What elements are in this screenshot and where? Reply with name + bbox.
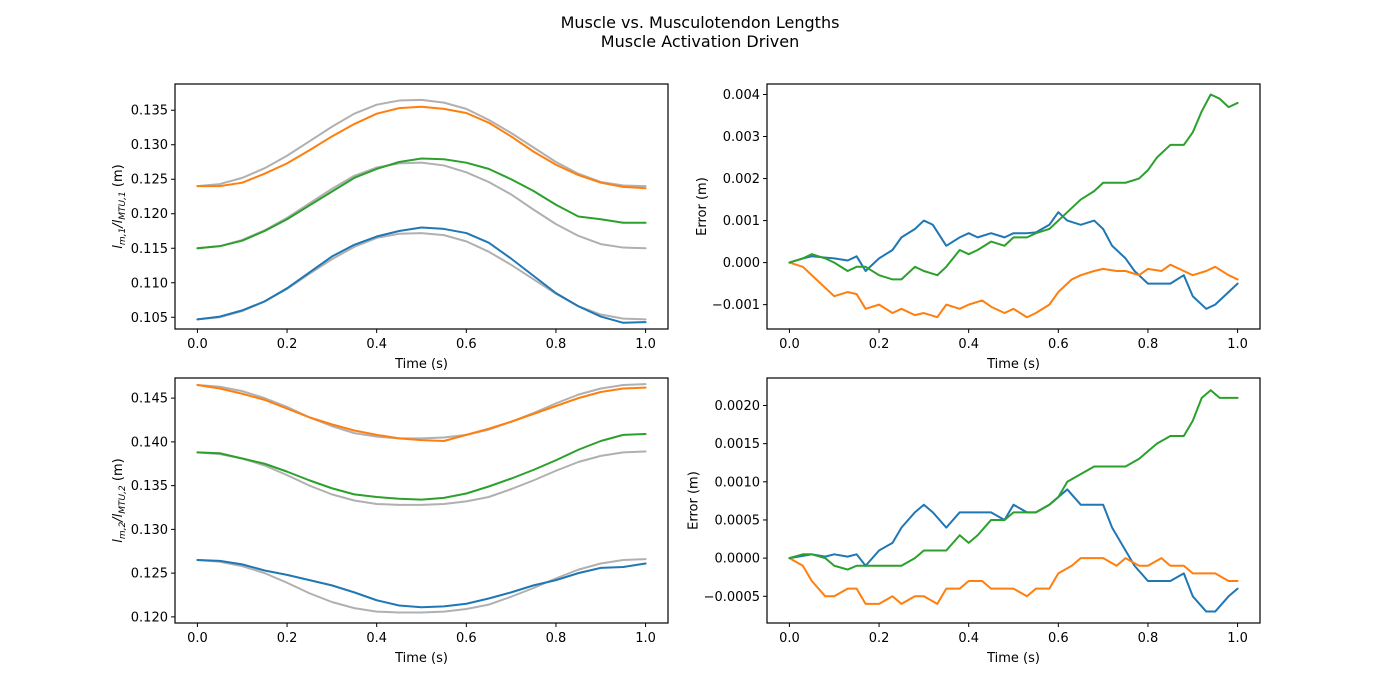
series-line-blue-3 bbox=[196, 559, 647, 609]
x-tick-label: 0.6 bbox=[1048, 337, 1069, 352]
y-axis-label-part: (m) bbox=[111, 164, 126, 191]
y-tick-label: 0.004 bbox=[723, 88, 760, 103]
x-tick-label: 1.0 bbox=[1227, 337, 1248, 352]
x-tick-label: 0.0 bbox=[187, 631, 208, 646]
series-line-gray-2 bbox=[196, 558, 647, 614]
y-tick-label: 0.120 bbox=[131, 610, 168, 625]
x-tick-label: 1.0 bbox=[1227, 631, 1248, 646]
figure-title: Muscle vs. Musculotendon Lengths bbox=[560, 13, 840, 32]
y-tick-label: −0.001 bbox=[712, 298, 760, 313]
series-line-green-2 bbox=[788, 389, 1239, 571]
y-tick-label: 0.001 bbox=[723, 214, 760, 229]
y-axis-label-part: m,2 bbox=[118, 521, 128, 539]
series-line-gray-0 bbox=[196, 383, 647, 440]
y-axis-label-part: (m) bbox=[111, 458, 126, 485]
y-axis-label-part: /l bbox=[111, 219, 126, 228]
subplot-top-right: 0.0 0.2 0.4 0.6 0.8 1.0 −0.001 0.000 0.001 0.002 0… bbox=[695, 83, 1261, 372]
x-tick-label: 0.2 bbox=[277, 337, 298, 352]
subplot-top-left: 0.0 0.2 0.4 0.6 0.8 1.0 0.105 0.110 0.115 0.120 0.… bbox=[111, 83, 669, 372]
series-line-orange-4 bbox=[196, 105, 647, 190]
x-tick-label: 0.2 bbox=[277, 631, 298, 646]
x-axis-label: Time (s) bbox=[394, 651, 448, 666]
x-tick-label: 0.4 bbox=[958, 631, 979, 646]
series-line-orange-1 bbox=[788, 261, 1239, 319]
y-axis-label-part: /l bbox=[111, 513, 126, 522]
x-tick-label: 0.4 bbox=[366, 631, 387, 646]
y-tick-label: 0.003 bbox=[723, 130, 760, 145]
x-tick-label: 0.2 bbox=[869, 631, 890, 646]
y-tick-label: −0.0005 bbox=[704, 590, 760, 605]
x-tick-label: 0.6 bbox=[1048, 631, 1069, 646]
x-axis-label: Time (s) bbox=[986, 651, 1040, 666]
y-tick-label: 0.000 bbox=[723, 256, 760, 271]
y-axis-label: Error (m) bbox=[695, 177, 710, 236]
x-axis-label: Time (s) bbox=[394, 357, 448, 372]
x-tick-label: 0.2 bbox=[869, 337, 890, 352]
series-line-orange-4 bbox=[196, 384, 647, 442]
y-axis-label: Error (m) bbox=[687, 471, 702, 530]
y-tick-label: 0.0000 bbox=[715, 552, 761, 567]
x-tick-label: 0.4 bbox=[366, 337, 387, 352]
x-tick-label: 0.0 bbox=[187, 337, 208, 352]
y-tick-label: 0.0015 bbox=[715, 437, 761, 452]
y-tick-label: 0.110 bbox=[131, 276, 168, 291]
subplot-bottom-left: 0.0 0.2 0.4 0.6 0.8 1.0 0.120 0.125 0.130 0.135 0.… bbox=[111, 377, 669, 666]
x-tick-label: 0.4 bbox=[958, 337, 979, 352]
series-line-gray-1 bbox=[196, 450, 647, 506]
x-tick-label: 0.8 bbox=[1138, 337, 1159, 352]
series-line-orange-1 bbox=[788, 557, 1239, 605]
y-axis-label: lm,2/lMTU,2 (m) bbox=[111, 458, 128, 542]
x-tick-label: 0.8 bbox=[546, 337, 567, 352]
y-tick-label: 0.125 bbox=[131, 173, 168, 188]
y-tick-label: 0.0020 bbox=[715, 399, 761, 414]
x-tick-label: 0.6 bbox=[456, 337, 477, 352]
y-tick-label: 0.115 bbox=[131, 242, 168, 257]
axes-frame bbox=[766, 377, 1261, 624]
y-axis-label: lm,1/lMTU,1 (m) bbox=[111, 164, 128, 248]
y-axis-label-part: MTU,2 bbox=[118, 485, 128, 514]
axes-frame bbox=[174, 377, 669, 624]
series-line-blue-0 bbox=[788, 488, 1239, 613]
series-line-gray-2 bbox=[196, 98, 647, 188]
y-tick-label: 0.105 bbox=[131, 311, 168, 326]
y-tick-label: 0.002 bbox=[723, 172, 760, 187]
y-tick-label: 0.140 bbox=[131, 435, 168, 450]
y-tick-label: 0.0010 bbox=[715, 475, 761, 490]
x-tick-label: 1.0 bbox=[635, 631, 656, 646]
y-tick-label: 0.145 bbox=[131, 392, 168, 407]
axes-frame bbox=[174, 83, 669, 330]
y-tick-label: 0.130 bbox=[131, 523, 168, 538]
x-tick-label: 0.0 bbox=[779, 631, 800, 646]
y-axis-label-part: m,1 bbox=[118, 228, 128, 245]
x-tick-label: 0.8 bbox=[546, 631, 567, 646]
y-axis-label-part: l bbox=[111, 245, 126, 249]
y-tick-label: 0.130 bbox=[131, 138, 168, 153]
subplot-bottom-right: 0.0 0.2 0.4 0.6 0.8 1.0 −0.0005 0.0000 0.0005 0.0… bbox=[687, 377, 1261, 666]
y-tick-label: 0.125 bbox=[131, 567, 168, 582]
y-tick-label: 0.135 bbox=[131, 479, 168, 494]
x-tick-label: 0.8 bbox=[1138, 631, 1159, 646]
figure-subtitle: Muscle Activation Driven bbox=[600, 32, 800, 51]
x-axis-label: Time (s) bbox=[986, 357, 1040, 372]
series-line-blue-3 bbox=[196, 226, 647, 324]
y-tick-label: 0.120 bbox=[131, 207, 168, 222]
axes-frame bbox=[766, 83, 1261, 330]
series-line-green-2 bbox=[788, 93, 1239, 281]
y-axis-label-part: l bbox=[111, 539, 126, 543]
series-line-green-5 bbox=[196, 433, 647, 501]
x-tick-label: 0.6 bbox=[456, 631, 477, 646]
x-tick-label: 0.0 bbox=[779, 337, 800, 352]
y-tick-label: 0.135 bbox=[131, 104, 168, 119]
x-tick-label: 1.0 bbox=[635, 337, 656, 352]
series-line-green-5 bbox=[196, 157, 647, 250]
y-axis-label-part: MTU,1 bbox=[118, 191, 128, 219]
y-tick-label: 0.0005 bbox=[715, 513, 761, 528]
